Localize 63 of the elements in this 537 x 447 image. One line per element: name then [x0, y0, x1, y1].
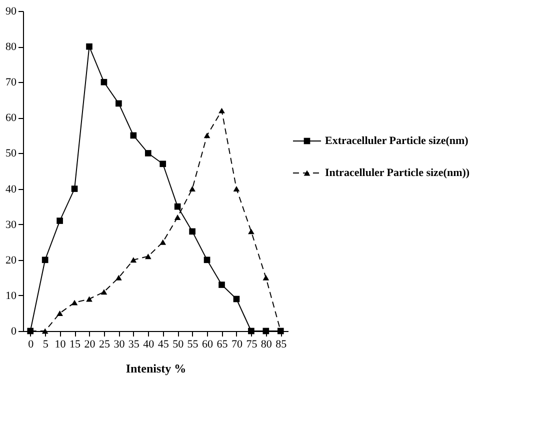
x-tick-label: 55 — [187, 338, 199, 350]
x-tick-label: 70 — [231, 338, 243, 350]
x-axis-title: Intenisty % — [126, 362, 186, 376]
y-tick-label: 20 — [6, 254, 17, 266]
y-tick-label: 0 — [11, 326, 17, 338]
point — [144, 150, 152, 156]
y-tick-label: 10 — [6, 290, 17, 302]
point — [160, 160, 166, 168]
point — [160, 239, 166, 245]
point — [174, 203, 181, 210]
x-tick-label: 25 — [98, 338, 110, 350]
y-tick-label: 60 — [6, 112, 17, 124]
legend-label: Intracelluler Particle size(nm)) — [325, 167, 470, 179]
point — [56, 310, 63, 316]
point — [189, 186, 196, 192]
point — [130, 257, 137, 263]
x-tick-label: 5 — [42, 338, 49, 350]
x-tick-label: 0 — [28, 338, 34, 350]
point — [42, 256, 48, 264]
y-tick-label: 90 — [6, 6, 17, 18]
x-tick-label: 20 — [84, 338, 96, 350]
point — [116, 274, 122, 280]
point — [100, 289, 108, 295]
point — [71, 300, 78, 306]
point — [189, 228, 196, 235]
x-tick-label: 80 — [260, 338, 272, 350]
point — [100, 78, 108, 86]
y-tick-label: 50 — [6, 148, 17, 160]
x-tick-label: 35 — [128, 338, 140, 350]
point — [204, 256, 210, 264]
point — [56, 218, 63, 224]
point — [262, 328, 270, 334]
x-tick-label: 30 — [114, 338, 126, 350]
point — [262, 274, 270, 280]
x-tick-label: 40 — [143, 338, 155, 350]
point — [71, 186, 78, 192]
point — [86, 43, 92, 50]
x-tick-label: 65 — [216, 338, 228, 350]
point — [204, 132, 210, 138]
point — [233, 186, 240, 192]
point — [116, 100, 122, 107]
x-tick-label: 60 — [202, 338, 214, 350]
x-tick-label: 10 — [54, 338, 66, 350]
y-tick-label: 70 — [6, 76, 17, 89]
y-tick-label: 80 — [6, 41, 17, 54]
point — [144, 254, 152, 260]
x-tick-label: 50 — [172, 338, 184, 350]
y-tick-label: 30 — [6, 218, 17, 231]
x-tick-label: 75 — [246, 338, 258, 350]
x-tick-label: 15 — [70, 338, 82, 350]
point — [174, 214, 181, 220]
y-tick-label: 40 — [6, 183, 17, 196]
point — [233, 296, 240, 302]
point — [86, 296, 92, 302]
point — [248, 328, 254, 334]
point — [218, 282, 225, 288]
legend-label: Extracelluler Particle size(nm) — [325, 135, 469, 147]
x-tick-label: 85 — [276, 338, 288, 350]
x-tick-label: 45 — [158, 338, 170, 350]
point — [130, 132, 137, 139]
point — [248, 228, 254, 234]
point — [42, 328, 48, 334]
point — [218, 108, 225, 114]
